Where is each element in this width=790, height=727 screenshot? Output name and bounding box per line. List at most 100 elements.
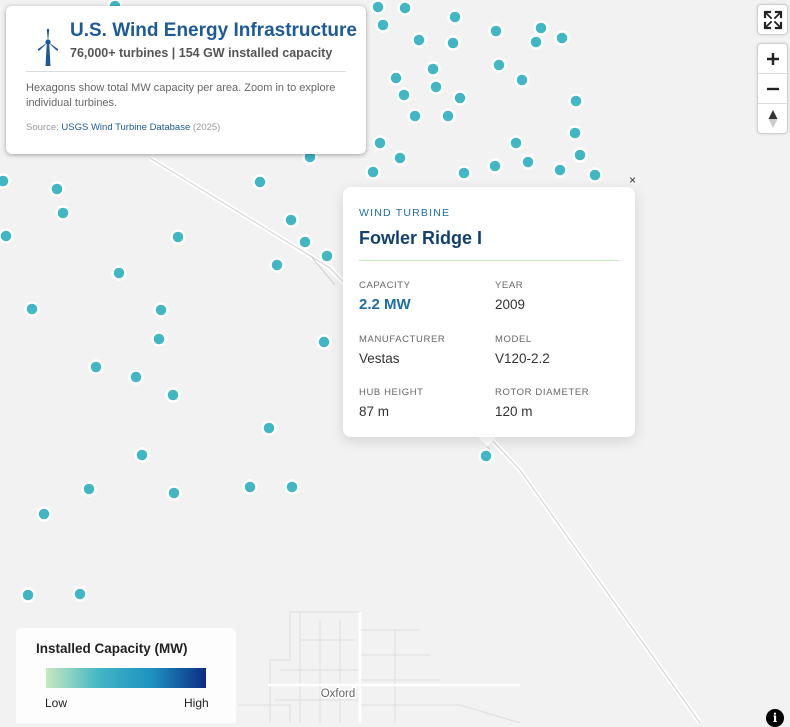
turbine-marker[interactable] — [49, 181, 65, 197]
turbine-marker[interactable] — [375, 17, 391, 33]
turbine-marker[interactable] — [111, 265, 127, 281]
turbine-marker[interactable] — [261, 420, 277, 436]
turbine-marker[interactable] — [552, 162, 568, 178]
turbine-marker[interactable] — [269, 257, 285, 273]
turbine-marker[interactable] — [567, 125, 583, 141]
turbine-marker[interactable] — [128, 369, 144, 385]
compass-icon — [768, 109, 777, 128]
turbine-marker[interactable] — [397, 0, 413, 16]
turbine-marker[interactable] — [166, 485, 182, 501]
hub-height-label: HUB HEIGHT — [359, 387, 424, 398]
turbine-marker[interactable] — [491, 57, 507, 73]
turbine-marker[interactable] — [372, 135, 388, 151]
turbine-marker[interactable] — [170, 229, 186, 245]
turbine-marker[interactable] — [36, 506, 52, 522]
capacity-label: CAPACITY — [359, 280, 411, 291]
turbine-marker[interactable] — [388, 70, 404, 86]
turbine-marker[interactable] — [81, 481, 97, 497]
turbine-marker[interactable] — [252, 174, 268, 190]
turbine-marker[interactable] — [88, 359, 104, 375]
turbine-layer — [0, 0, 603, 603]
turbine-marker[interactable] — [297, 234, 313, 250]
popup-title: Fowler Ridge I — [359, 228, 483, 248]
turbine-marker[interactable] — [520, 154, 536, 170]
fullscreen-control — [757, 4, 788, 35]
rotor-diameter-value: 120 m — [495, 404, 533, 419]
minus-icon — [766, 87, 779, 90]
turbine-marker[interactable] — [572, 147, 588, 163]
turbine-marker[interactable] — [447, 9, 463, 25]
zoom-out-button[interactable] — [758, 73, 787, 103]
rail-line — [309, 254, 336, 286]
model-label: MODEL — [495, 334, 532, 345]
turbine-marker[interactable] — [55, 205, 71, 221]
popup-close-button[interactable]: × — [629, 173, 637, 187]
popup-tip — [477, 436, 497, 447]
turbine-marker[interactable] — [587, 167, 603, 183]
turbine-marker[interactable] — [0, 173, 11, 189]
info-panel: U.S. Wind Energy Infrastructure 76,000+ … — [6, 6, 366, 154]
turbine-marker[interactable] — [151, 331, 167, 347]
year-label: YEAR — [495, 280, 524, 291]
info-icon[interactable]: i — [766, 709, 784, 727]
navigation-control — [757, 43, 788, 134]
turbine-marker[interactable] — [478, 448, 494, 464]
manufacturer-value: Vestas — [359, 351, 400, 366]
source-attribution: Source: USGS Wind Turbine Database (2025… — [26, 122, 220, 133]
zoom-in-button[interactable] — [758, 44, 787, 73]
turbine-marker[interactable] — [487, 158, 503, 174]
turbine-marker[interactable] — [0, 228, 14, 244]
turbine-marker[interactable] — [568, 93, 584, 109]
model-value: V120-2.2 — [495, 351, 550, 366]
turbine-popup: WIND TURBINE Fowler Ridge I CAPACITY 2.2… — [343, 187, 635, 437]
source-prefix: Source: — [26, 122, 59, 133]
town-streets — [238, 611, 521, 723]
turbine-marker[interactable] — [554, 30, 570, 46]
turbine-marker[interactable] — [283, 212, 299, 228]
legend-high-label: High — [184, 696, 209, 710]
turbine-marker[interactable] — [284, 479, 300, 495]
turbine-marker[interactable] — [20, 587, 36, 603]
compass-button[interactable] — [758, 103, 787, 133]
turbine-marker[interactable] — [514, 72, 530, 88]
turbine-marker[interactable] — [365, 164, 381, 180]
hub-height-value: 87 m — [359, 404, 390, 419]
turbine-marker[interactable] — [428, 79, 444, 95]
turbine-marker[interactable] — [528, 34, 544, 50]
legend-color-ramp — [46, 668, 206, 688]
turbine-marker[interactable] — [488, 23, 504, 39]
turbine-marker[interactable] — [165, 387, 181, 403]
legend-low-label: Low — [45, 696, 68, 710]
popup-divider — [359, 260, 619, 261]
plus-icon — [766, 52, 779, 65]
turbine-marker[interactable] — [134, 447, 150, 463]
turbine-marker[interactable] — [440, 108, 456, 124]
turbine-marker[interactable] — [445, 35, 461, 51]
turbine-marker[interactable] — [370, 0, 386, 15]
year-value: 2009 — [495, 297, 526, 312]
fullscreen-button[interactable] — [758, 5, 787, 34]
turbine-marker[interactable] — [456, 165, 472, 181]
turbine-marker[interactable] — [319, 248, 335, 264]
turbine-marker[interactable] — [316, 334, 332, 350]
turbine-marker[interactable] — [153, 302, 169, 318]
turbine-marker[interactable] — [452, 90, 468, 106]
turbine-marker[interactable] — [396, 87, 412, 103]
manufacturer-label: MANUFACTURER — [359, 334, 446, 345]
turbine-marker[interactable] — [24, 301, 40, 317]
turbine-marker[interactable] — [407, 108, 423, 124]
rotor-diameter-label: ROTOR DIAMETER — [495, 387, 590, 398]
turbine-marker[interactable] — [533, 20, 549, 36]
turbine-marker[interactable] — [411, 32, 427, 48]
fullscreen-icon — [763, 10, 782, 29]
turbine-marker[interactable] — [242, 479, 258, 495]
turbine-marker[interactable] — [508, 135, 524, 151]
turbine-marker[interactable] — [392, 150, 408, 166]
info-divider — [26, 71, 346, 72]
turbine-marker[interactable] — [72, 586, 88, 602]
info-subtitle: 76,000+ turbines | 154 GW installed capa… — [70, 46, 333, 60]
info-description: Hexagons show total MW capacity per area… — [26, 82, 336, 109]
source-link[interactable]: USGS Wind Turbine Database — [61, 122, 191, 133]
turbine-marker[interactable] — [425, 61, 441, 77]
place-label-oxford: Oxford — [321, 688, 356, 700]
